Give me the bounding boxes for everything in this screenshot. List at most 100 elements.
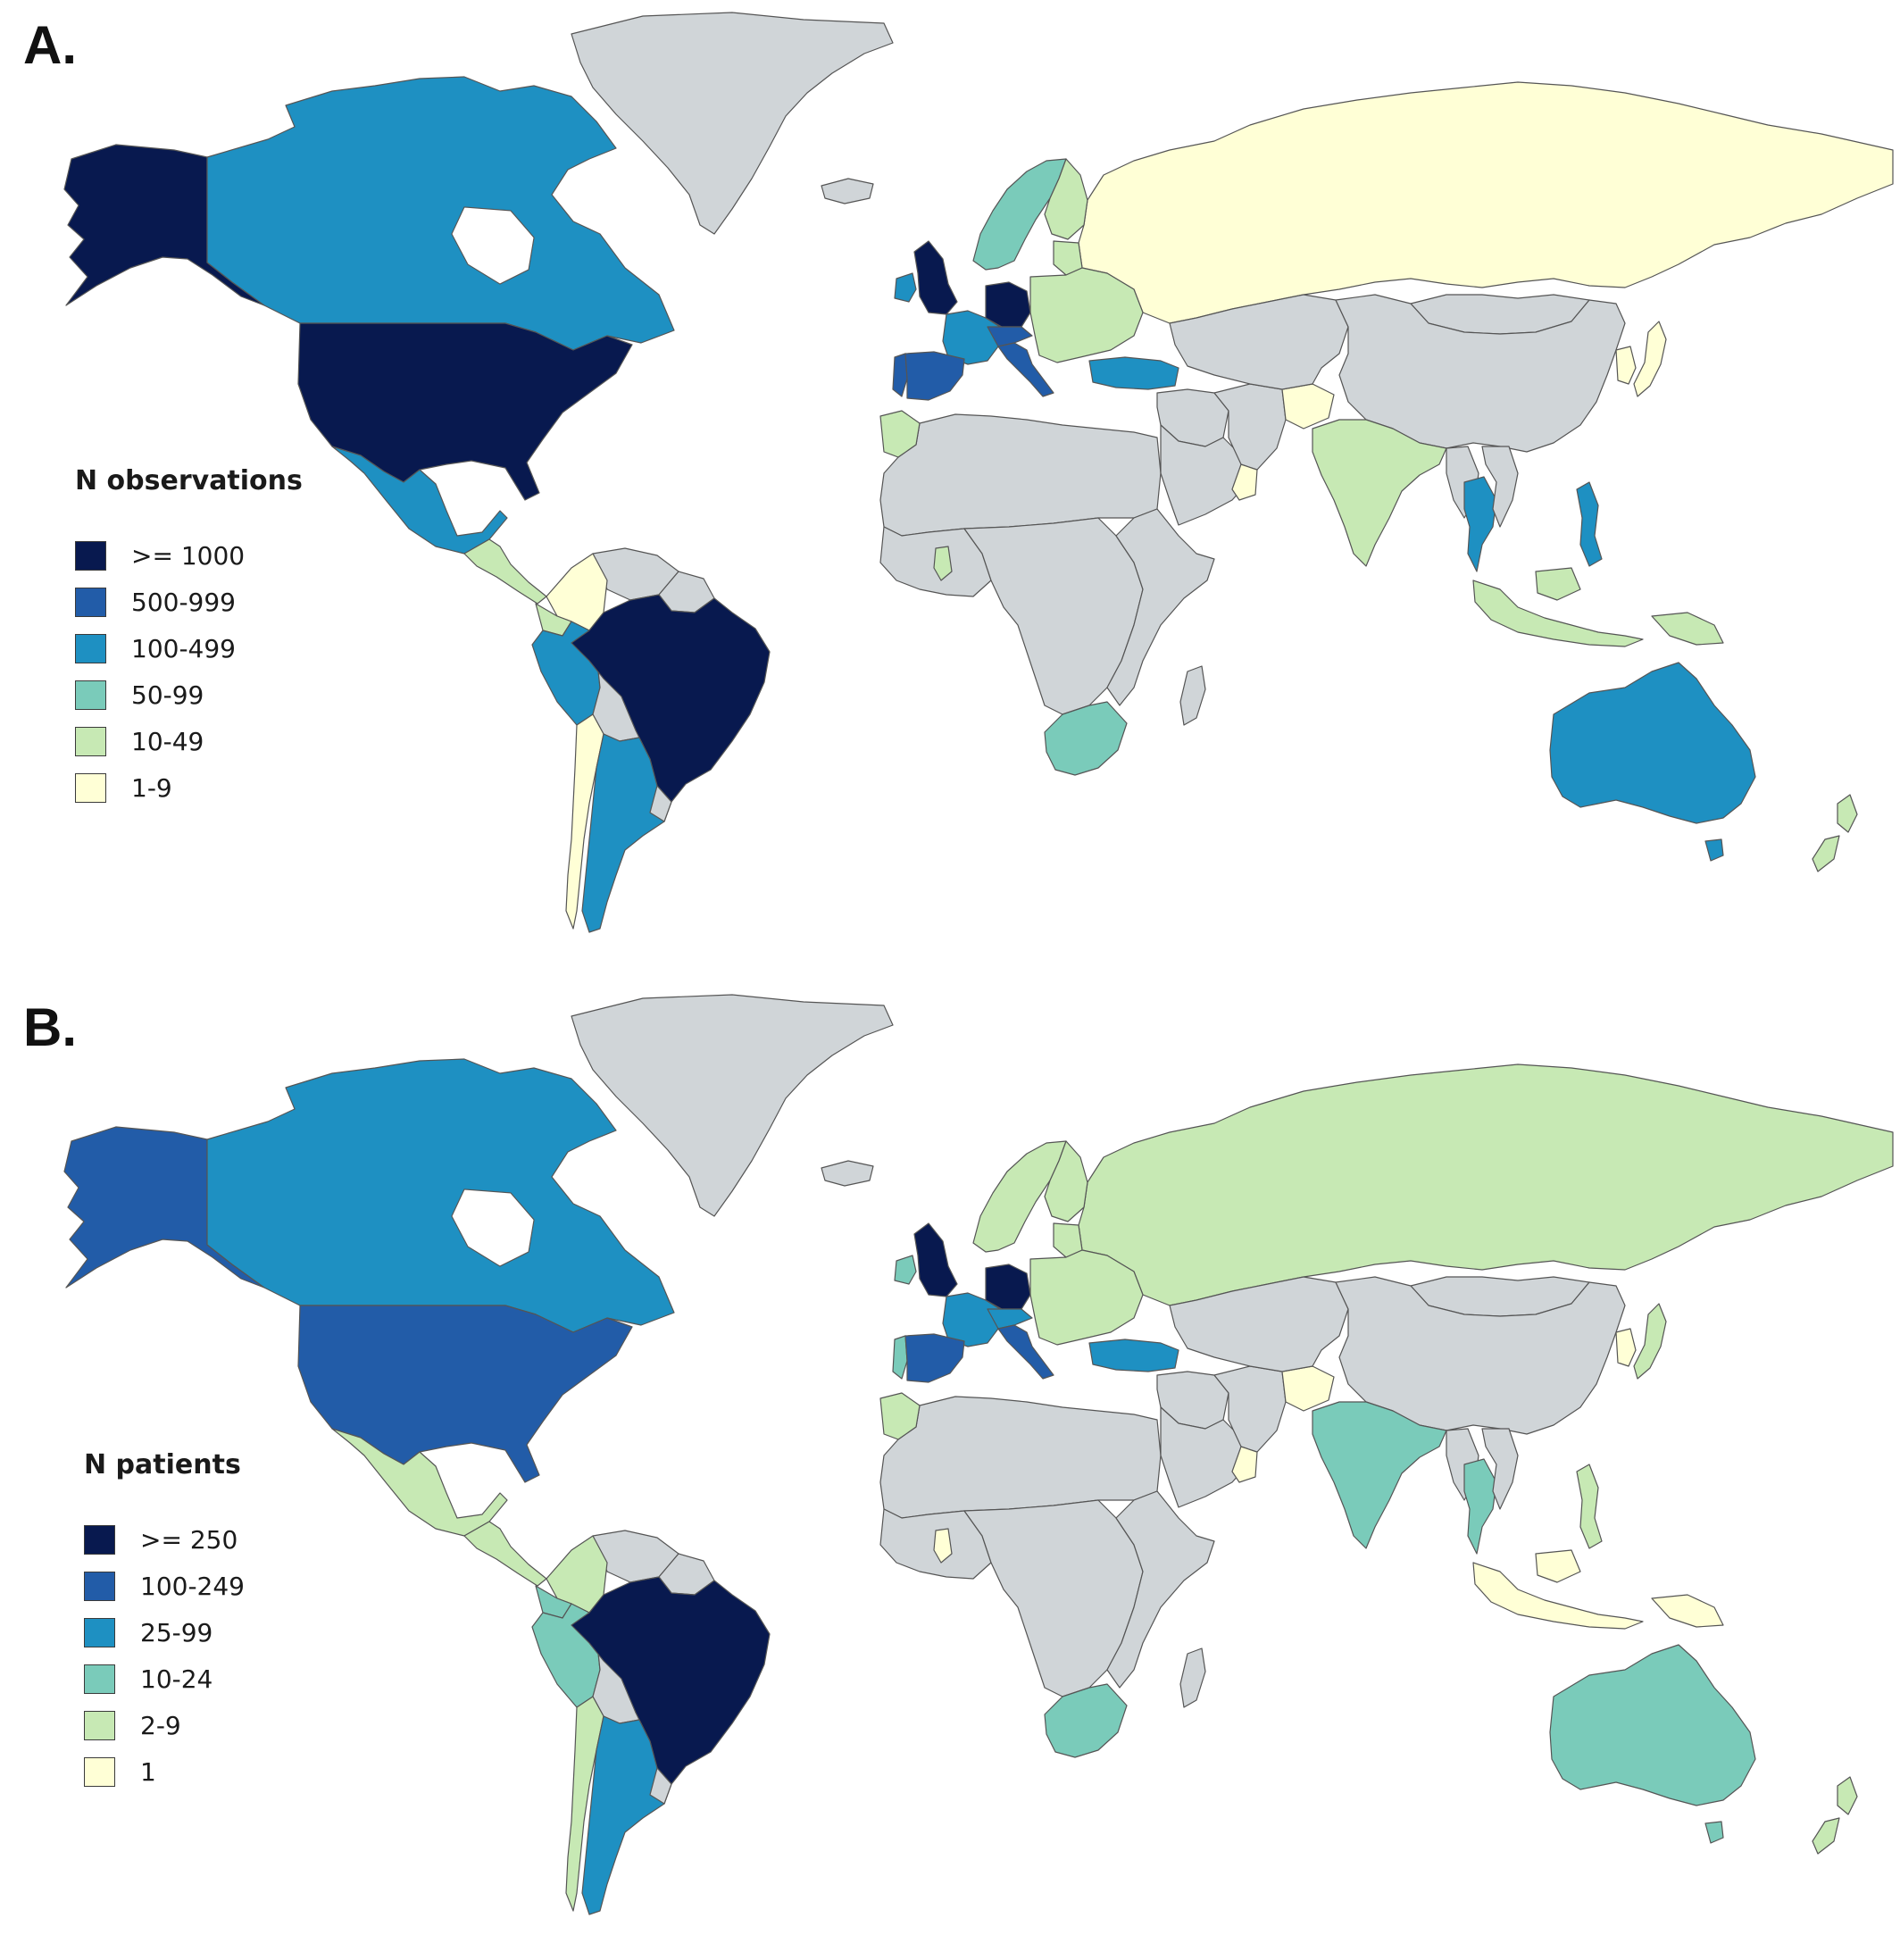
legend-swatch xyxy=(84,1571,115,1601)
legend-item: 1 xyxy=(84,1748,245,1795)
legend-label: >= 1000 xyxy=(131,540,246,571)
country-north-africa xyxy=(879,1396,1162,1519)
country-philippines xyxy=(1576,1464,1603,1549)
country-brazil xyxy=(571,594,771,803)
country-uk xyxy=(913,240,958,315)
country-south-africa xyxy=(1044,701,1128,776)
country-china xyxy=(1335,294,1626,453)
country-afghanistan xyxy=(1281,1365,1335,1412)
legend-label: 500-999 xyxy=(131,587,236,617)
legend-label: 25-99 xyxy=(140,1617,213,1647)
country-central-africa xyxy=(963,517,1144,715)
legend: N patients >= 250 100-249 25-99 10-24 2-… xyxy=(84,1449,245,1795)
legend-label: 10-49 xyxy=(131,726,204,756)
country-central-america xyxy=(463,538,547,605)
country-uruguay xyxy=(649,785,672,822)
country-canada xyxy=(206,76,675,351)
legend-title: N observations xyxy=(75,465,303,496)
map-panel-b: B. N patients >= 250 100-249 25-99 10-24… xyxy=(0,982,1900,1960)
legend-title: N patients xyxy=(84,1449,241,1480)
lake xyxy=(451,206,535,285)
country-iceland xyxy=(821,1160,874,1187)
legend-swatch xyxy=(75,540,106,571)
legend-swatch xyxy=(75,680,106,710)
country-turkey xyxy=(1088,356,1179,390)
legend-label: 100-499 xyxy=(131,633,236,663)
country-australia xyxy=(1549,1644,1756,1844)
country-central-asia xyxy=(1169,294,1349,390)
country-papua xyxy=(1651,1594,1724,1628)
country-papua xyxy=(1651,612,1724,646)
country-afghanistan xyxy=(1281,383,1335,430)
country-italy xyxy=(997,1324,1054,1380)
legend-label: 50-99 xyxy=(131,680,204,710)
country-portugal xyxy=(892,353,908,397)
country-thailand xyxy=(1463,1458,1497,1555)
country-south-africa xyxy=(1044,1683,1128,1758)
country-alps xyxy=(987,326,1033,347)
country-japan xyxy=(1633,321,1667,397)
country-ghana xyxy=(933,546,953,581)
country-north-africa xyxy=(879,413,1162,537)
legend-label: 100-249 xyxy=(140,1571,245,1601)
country-uk xyxy=(913,1222,958,1297)
legend-label: 2-9 xyxy=(140,1710,181,1740)
country-iceland xyxy=(821,178,874,204)
legend-label: 1-9 xyxy=(131,772,172,803)
country-central-america xyxy=(463,1521,547,1587)
country-vietnam xyxy=(1481,446,1519,528)
legend-item: 10-24 xyxy=(84,1656,245,1702)
legend-item: >= 1000 xyxy=(75,532,303,579)
legend-swatch xyxy=(84,1756,115,1787)
country-brazil xyxy=(571,1576,771,1785)
panel-label: A. xyxy=(23,15,77,75)
country-vietnam xyxy=(1481,1428,1519,1510)
legend: N observations >= 1000 500-999 100-499 5… xyxy=(75,465,303,811)
country-greenland xyxy=(571,994,894,1217)
country-eastern-europe xyxy=(1029,1249,1144,1346)
legend-label: >= 250 xyxy=(140,1524,238,1555)
country-central-asia xyxy=(1169,1276,1349,1372)
country-new-zealand xyxy=(1812,794,1858,872)
legend-item: 1-9 xyxy=(75,764,303,811)
legend-swatch xyxy=(84,1617,115,1647)
country-china xyxy=(1335,1276,1626,1435)
country-morocco xyxy=(879,410,921,458)
world-map-b xyxy=(63,994,1894,1915)
country-thailand xyxy=(1463,476,1497,572)
country-usa xyxy=(297,1305,633,1483)
country-ireland xyxy=(894,1255,917,1285)
country-morocco xyxy=(879,1392,921,1440)
country-portugal xyxy=(892,1335,908,1380)
legend-swatch xyxy=(84,1664,115,1694)
country-madagascar xyxy=(1179,665,1206,726)
country-germany xyxy=(985,281,1031,328)
legend-swatch xyxy=(75,633,106,663)
legend-item: 100-249 xyxy=(84,1563,245,1609)
country-madagascar xyxy=(1179,1647,1206,1708)
country-russia xyxy=(1078,1063,1894,1306)
country-greenland xyxy=(571,12,894,235)
country-india xyxy=(1312,419,1447,567)
panel-label: B. xyxy=(23,997,77,1057)
country-usa xyxy=(297,322,633,501)
legend-item: 500-999 xyxy=(75,579,303,625)
country-mexico xyxy=(331,1428,508,1537)
country-new-zealand xyxy=(1812,1776,1858,1855)
country-uruguay xyxy=(649,1767,672,1805)
legend-item: >= 250 xyxy=(84,1516,245,1563)
legend-swatch xyxy=(75,726,106,756)
country-central-africa xyxy=(963,1499,1144,1697)
country-india xyxy=(1312,1401,1447,1549)
country-germany xyxy=(985,1264,1031,1310)
country-east-africa xyxy=(1106,1490,1215,1689)
world-map-a xyxy=(63,12,1894,933)
country-canada xyxy=(206,1058,675,1333)
country-italy xyxy=(997,342,1054,397)
country-finland xyxy=(1044,158,1088,240)
country-korea xyxy=(1615,1328,1637,1367)
map-panel-a: A. N observations >= 1000 500-999 100-49… xyxy=(0,0,1900,978)
country-argentina xyxy=(581,1715,672,1915)
legend-swatch xyxy=(84,1710,115,1740)
country-alps xyxy=(987,1308,1033,1330)
